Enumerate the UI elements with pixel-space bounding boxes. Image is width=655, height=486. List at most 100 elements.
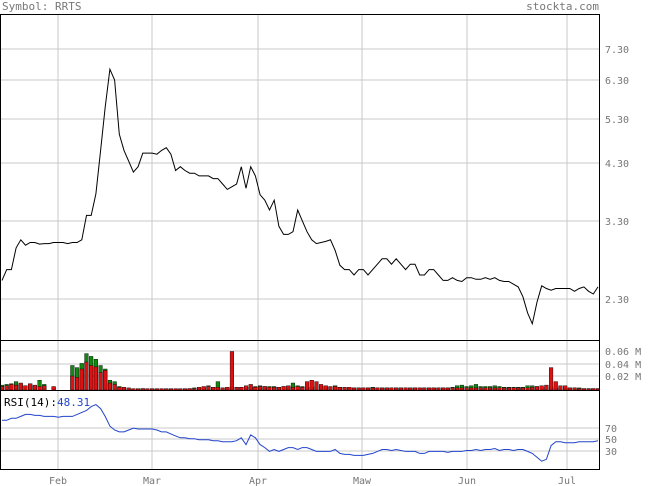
volume-bar (121, 387, 126, 391)
volume-bar (70, 375, 75, 391)
volume-bar (408, 387, 413, 391)
x-tick-label: Jun (458, 476, 476, 486)
volume-bar (164, 388, 169, 391)
volume-bar (591, 388, 596, 391)
rsi-legend-value: 48.31 (57, 396, 90, 409)
volume-bar (431, 387, 436, 391)
volume-bar (178, 388, 183, 391)
volume-bar (469, 387, 474, 391)
volume-bar (520, 387, 525, 391)
volume-bar (295, 386, 300, 391)
volume-bar (159, 388, 164, 391)
volume-bar (478, 387, 483, 391)
volume-bar (366, 387, 371, 391)
volume-bar (436, 387, 441, 391)
volume-bar (581, 388, 586, 391)
volume-bar (370, 387, 375, 391)
volume-bar (168, 388, 174, 391)
volume-bar (483, 387, 488, 391)
volume-bar (347, 387, 352, 391)
volume-bar (286, 385, 291, 391)
price-axis: 7.30 6.30 5.30 4.30 3.30 2.30 (605, 45, 629, 306)
volume-bar (459, 387, 464, 391)
volume-bar (4, 385, 9, 391)
volume-bar (135, 388, 141, 391)
volume-bar (248, 384, 253, 391)
volume-bar (51, 386, 56, 391)
price-panel: 7.30 6.30 5.30 4.30 3.30 2.30 (0, 14, 629, 341)
volume-bar (196, 387, 202, 391)
price-tick-label: 7.30 (605, 45, 629, 56)
volume-bar (131, 388, 136, 391)
volume-bar (84, 361, 89, 391)
volume-bar (328, 386, 333, 391)
volume-bar (516, 387, 521, 391)
volume-bar (32, 384, 37, 391)
volume-bar (314, 381, 319, 391)
volume-tick-label: 0.02 M (605, 372, 641, 383)
volume-bar (417, 387, 422, 391)
price-tick-label: 4.30 (605, 159, 629, 170)
volume-bar (93, 366, 98, 391)
volume-bar (258, 386, 263, 391)
x-axis: Feb Mar Apr Maw Jun Jul (49, 476, 576, 486)
volume-bar (253, 387, 258, 391)
volume-bar (398, 387, 403, 391)
volume-bar (319, 384, 324, 391)
x-tick-label: Feb (49, 476, 67, 486)
volume-bar (389, 387, 394, 391)
volume-bar (220, 387, 225, 391)
volume-tick-label: 0.06 M (605, 347, 641, 358)
volume-bar (74, 377, 80, 391)
rsi-tick-label: 30 (605, 447, 617, 458)
volume-bar (103, 370, 108, 391)
volume-bar (145, 388, 150, 391)
volume-bar (211, 387, 216, 391)
rsi-tick-label: 70 (605, 424, 617, 435)
volume-bar (215, 387, 220, 391)
volume-bar (229, 351, 235, 391)
volume-bar (342, 387, 347, 391)
volume-bar (112, 384, 117, 391)
volume-bar (206, 386, 211, 391)
price-line (1, 67, 599, 326)
volume-bar (553, 381, 558, 391)
volume-bar (333, 386, 338, 391)
volume-bar (558, 385, 563, 391)
volume-bar (351, 387, 357, 391)
volume-bar (422, 387, 427, 391)
volume-bar (309, 380, 314, 391)
volume-bar (305, 381, 310, 391)
volume-bar (506, 387, 511, 391)
volume-bar (441, 387, 446, 391)
volume-bar (192, 388, 197, 391)
volume-bar (450, 387, 455, 391)
price-tick-label: 2.30 (605, 295, 629, 306)
volume-bar (117, 387, 122, 391)
price-tick-label: 6.30 (605, 76, 629, 87)
price-tick-label: 3.30 (605, 217, 629, 228)
volume-bar (445, 387, 450, 391)
volume-bar (394, 387, 399, 391)
volume-bar (530, 387, 535, 391)
volume-bar (13, 384, 19, 391)
volume-bar (187, 388, 192, 391)
site-label: stockta.com (526, 0, 599, 13)
price-grid (1, 15, 599, 340)
volume-bar (337, 387, 342, 391)
volume-bar (384, 387, 389, 391)
volume-bars (0, 351, 600, 391)
volume-bar (492, 387, 497, 391)
rsi-line (2, 404, 599, 462)
rsi-tick-label: 50 (605, 435, 617, 446)
volume-bar (234, 387, 239, 391)
volume-bar (361, 387, 366, 391)
rsi-legend-label: RSI(14): (4, 396, 57, 409)
volume-bar (154, 388, 159, 391)
volume-bar (300, 387, 305, 391)
volume-panel: 0.06 M 0.04 M0.02 M (0, 340, 641, 391)
x-tick-label: Jul (558, 476, 576, 486)
